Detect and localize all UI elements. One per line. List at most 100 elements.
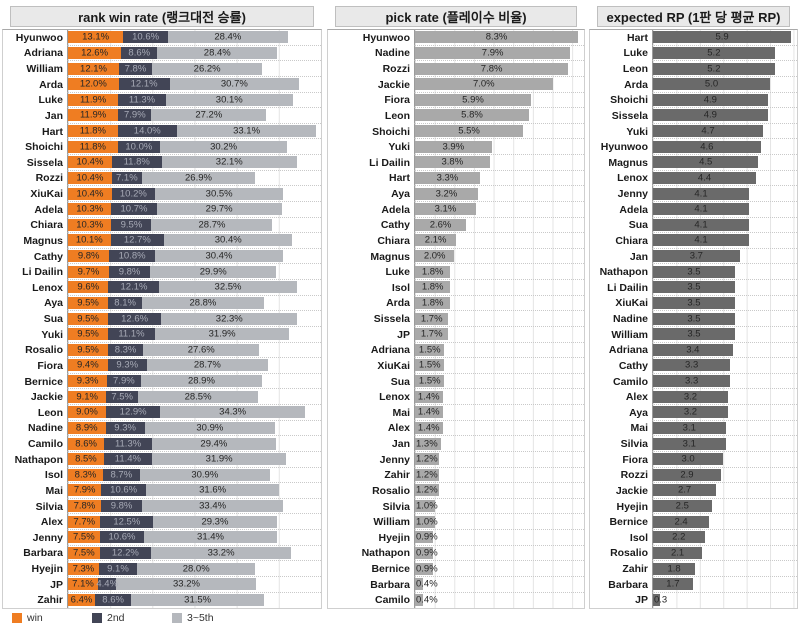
bar-track: 12.6% 8.6% 28.4% — [67, 45, 321, 62]
bar-segment: 1.5% — [415, 359, 445, 372]
category-label: Hyejin — [616, 500, 648, 513]
bar-track: 5.2 — [652, 61, 797, 77]
chart-row: Leon 5.2 — [590, 61, 797, 77]
value-label: 7.1% — [72, 578, 94, 590]
bar-segment: 2.6% — [415, 218, 467, 231]
second-segment: 9.3% — [107, 359, 147, 372]
bar-segment: 3.2 — [653, 406, 728, 419]
value-label: 10.6% — [132, 31, 160, 43]
category-label: Arda — [386, 297, 410, 310]
bar-track: 8.5% 11.4% 31.9% — [67, 451, 321, 468]
bar: 2.7 — [653, 484, 797, 497]
chart-row: Sua 9.5% 12.6% 32.3% — [3, 311, 321, 327]
value-label: 7.0% — [472, 78, 495, 90]
bar: 1.4% — [415, 406, 584, 419]
bar-track: 1.0% — [414, 498, 584, 515]
category-label: Rozzi — [35, 172, 63, 185]
value-label: 5.2 — [707, 47, 721, 59]
category-label: Camilo — [612, 375, 648, 388]
bar: 2.6% — [415, 218, 584, 231]
win-segment: 9.4% — [68, 359, 108, 372]
bar: 9.4% 9.3% 28.7% — [68, 359, 321, 372]
value-label: 2.4 — [674, 515, 688, 527]
rest-segment: 29.9% — [150, 265, 277, 278]
category-label: Adela — [34, 203, 63, 216]
win-segment: 10.4% — [68, 187, 112, 200]
chart-row: Arda 5.0 — [590, 76, 797, 93]
bar-track: 1.4% — [414, 420, 584, 437]
value-label: 13.1% — [82, 31, 110, 43]
value-label: 1.7% — [420, 328, 443, 340]
bar-segment: 1.7% — [415, 312, 449, 325]
category-label: Lenox — [617, 172, 648, 185]
value-label: 11.8% — [79, 140, 106, 152]
win-segment: 9.5% — [68, 343, 109, 356]
category-label: Mai — [45, 484, 63, 497]
category-label: Arda — [39, 78, 63, 91]
category-label: JP — [397, 328, 410, 341]
value-label: 10.1% — [75, 234, 103, 246]
chart-row: Magnus 10.1% 12.7% 30.4% — [3, 233, 321, 249]
value-label: 12.1% — [80, 62, 107, 74]
chart-row: Shoichi 11.8% 10.0% 30.2% — [3, 139, 321, 155]
bar-segment: 3.3 — [653, 359, 731, 372]
second-segment: 10.7% — [111, 203, 157, 216]
value-label: 33.2% — [173, 578, 200, 590]
bar: 8.6% 11.3% 29.4% — [68, 437, 321, 450]
bar-track: 0.9% — [414, 561, 584, 577]
category-label: Alex — [40, 516, 63, 529]
bar-track: 7.5% 12.2% 33.2% — [67, 545, 321, 562]
second-segment: 7.8% — [119, 62, 152, 75]
value-label: 6.4% — [70, 594, 93, 606]
value-label: 29.3% — [201, 515, 229, 527]
second-segment: 10.2% — [111, 187, 155, 200]
value-label: 2.1 — [670, 547, 685, 559]
value-label: 9.5% — [77, 297, 99, 309]
chart-row: Luke 5.2 — [590, 45, 797, 62]
value-label: 31.4% — [197, 531, 224, 543]
bar-segment: 5.2 — [653, 62, 775, 75]
win-segment: 10.4% — [68, 171, 112, 184]
rest-segment: 28.4% — [157, 46, 278, 59]
win-segment: 9.6% — [68, 281, 109, 294]
bar-segment: 3.5 — [653, 265, 735, 278]
bar-track: 2.0% — [414, 248, 584, 265]
second-segment: 12.9% — [105, 406, 161, 419]
win-segment: 7.5% — [68, 531, 100, 544]
legend: win 2nd 3~5th — [12, 612, 252, 624]
bar: 5.2 — [653, 62, 797, 75]
bar-track: 9.0% 12.9% 34.3% — [67, 405, 321, 421]
bar-segment: 3.3% — [415, 171, 480, 184]
value-label: 0.9% — [416, 531, 438, 543]
category-label: Li Dailin — [607, 281, 648, 294]
bar: 4.9 — [653, 93, 797, 106]
value-label: 28.0% — [182, 562, 210, 574]
bar: 3.2 — [653, 406, 797, 419]
second-segment: 11.3% — [118, 93, 166, 106]
category-label: XiuKai — [377, 359, 410, 372]
chart-row: William 12.1% 7.8% 26.2% — [3, 61, 321, 77]
bar-track: 10.3% 10.7% 29.7% — [67, 201, 321, 218]
value-label: 32.1% — [215, 156, 243, 168]
category-label: Adriana — [370, 344, 410, 357]
category-label: Li Dailin — [369, 156, 410, 169]
rest-segment: 31.5% — [131, 594, 265, 607]
win-segment: 7.3% — [68, 562, 99, 575]
category-label: Hyejin — [31, 563, 63, 576]
rest-color-swatch — [172, 613, 182, 623]
category-label: Li Dailin — [22, 266, 63, 279]
bar: 4.7 — [653, 125, 797, 138]
bar-track: 3.2 — [652, 405, 797, 421]
value-label: 3.8% — [441, 156, 464, 168]
bar: 9.5% 11.1% 31.9% — [68, 328, 321, 341]
chart-row: Hyunwoo 8.3% — [328, 30, 584, 46]
bar: 8.5% 11.4% 31.9% — [68, 453, 321, 466]
bar-segment: 4.1 — [653, 203, 749, 216]
value-label: 9.7% — [77, 265, 100, 277]
rest-segment: 33.2% — [116, 578, 257, 591]
bar: 2.1% — [415, 234, 584, 247]
bar-track: 3.7 — [652, 248, 797, 265]
rest-segment: 30.1% — [165, 93, 293, 106]
chart-row: Leon 5.8% — [328, 108, 584, 124]
bar-track: 3.3 — [652, 358, 797, 374]
